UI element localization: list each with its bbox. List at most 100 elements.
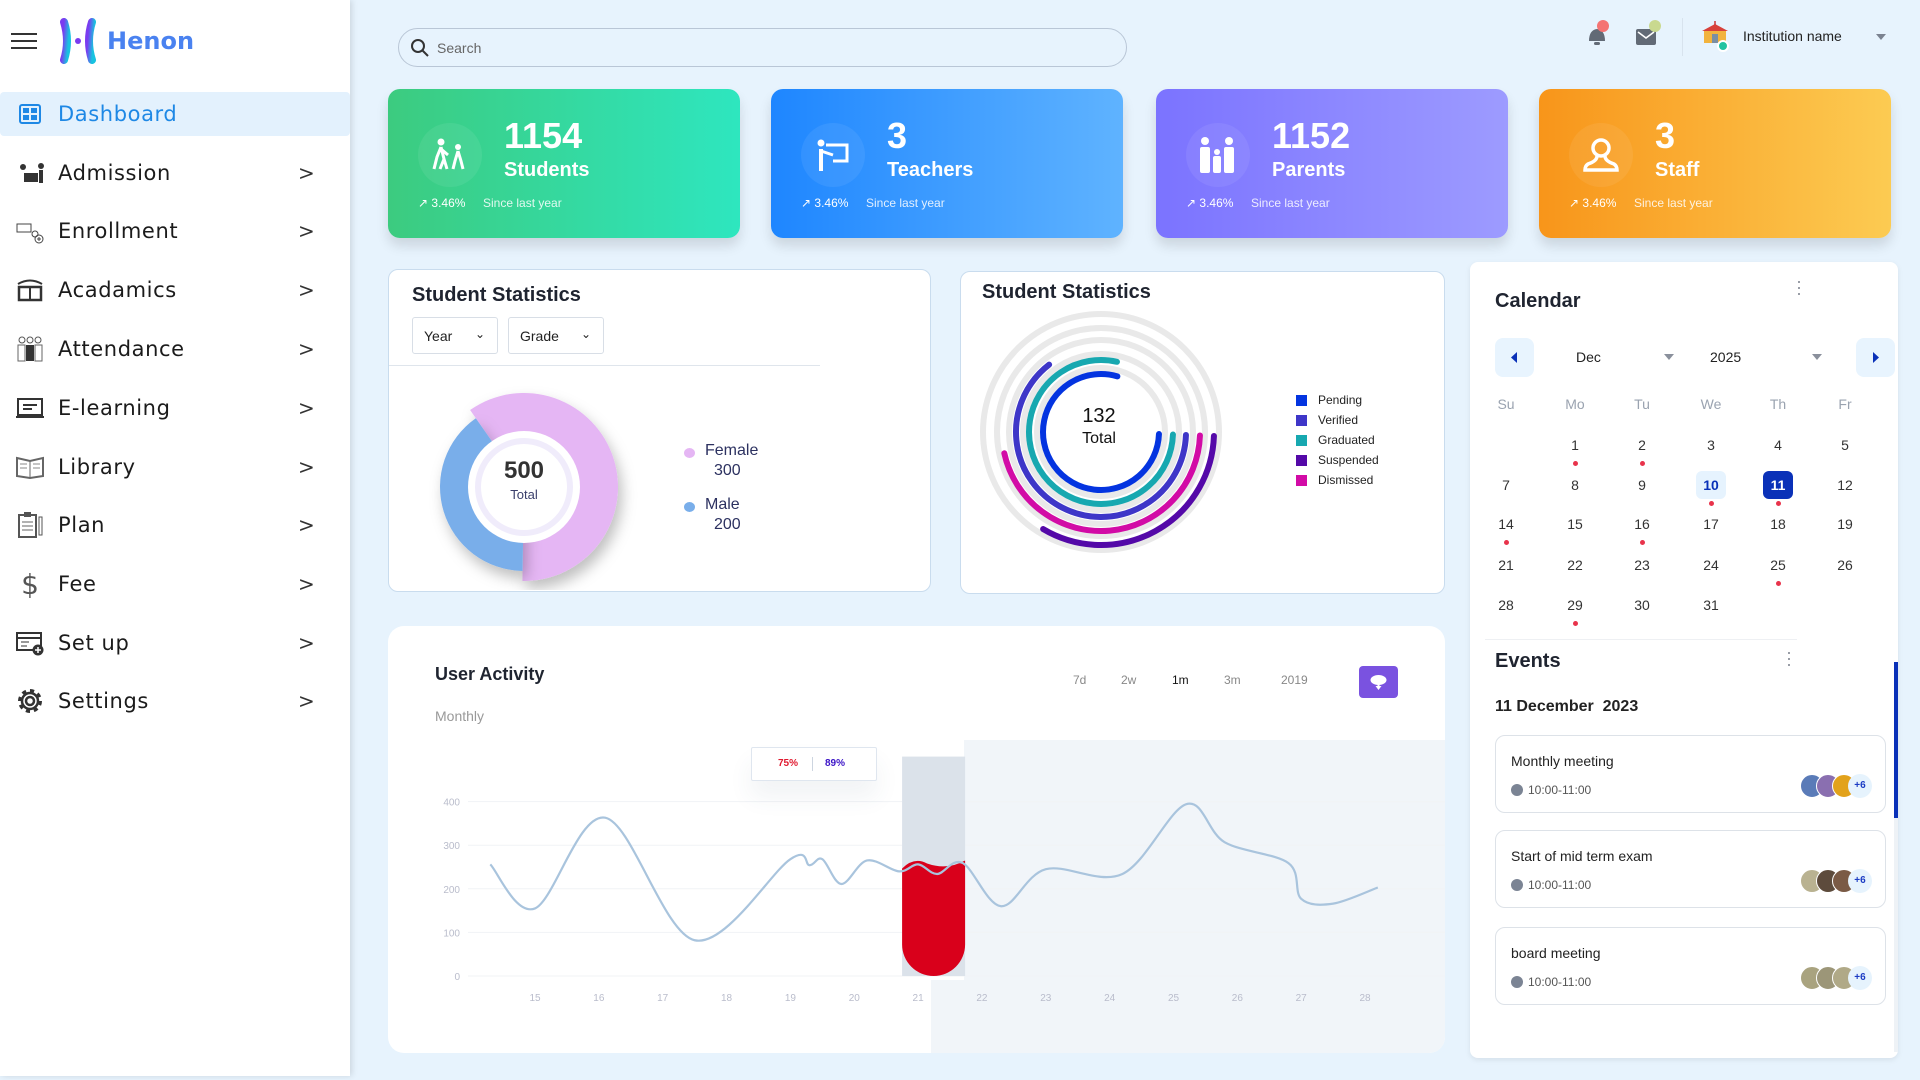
sidebar-item-admission[interactable]: Admission > <box>0 148 350 198</box>
calendar-day[interactable]: 3 <box>1707 437 1715 453</box>
search-input[interactable] <box>437 37 1097 59</box>
calendar-day[interactable]: 1 <box>1571 437 1579 453</box>
henon-logo-icon <box>60 18 96 64</box>
calendar-day[interactable]: 14 <box>1498 516 1514 532</box>
range-1m[interactable]: 1m <box>1172 673 1189 687</box>
calendar-day[interactable]: 25 <box>1770 557 1786 573</box>
ring-suspended[interactable] <box>1040 432 1217 548</box>
calendar-more-options-icon[interactable]: · · · <box>1796 271 1802 303</box>
activity-title: User Activity <box>435 664 545 684</box>
ring-pending[interactable] <box>1040 371 1162 493</box>
year-dropdown[interactable]: Year ⌄ <box>412 317 498 354</box>
grade-dropdown[interactable]: Grade ⌄ <box>508 317 604 354</box>
event-card[interactable]: Monthly meeting 10:00-11:00 +6 <box>1495 735 1886 813</box>
stat-value: 3 <box>887 115 908 156</box>
notifications-button[interactable] <box>1586 20 1612 48</box>
stat-since: Since last year <box>483 196 562 210</box>
calendar-day[interactable]: 11 <box>1763 471 1793 499</box>
event-card[interactable]: board meeting 10:00-11:00 +6 <box>1495 927 1886 1005</box>
event-time: 10:00-11:00 <box>1528 975 1592 989</box>
laptop-icon <box>14 392 46 424</box>
weekday-label: Tu <box>1634 396 1650 412</box>
calendar-day[interactable]: 18 <box>1770 516 1786 532</box>
legend-item-dismissed: Dismissed <box>1296 473 1416 491</box>
stat-card-staff[interactable]: 3 Staff ↗ 3.46% Since last year <box>1539 89 1891 238</box>
calendar-day[interactable]: 22 <box>1567 557 1583 573</box>
calendar-day[interactable]: 19 <box>1837 516 1853 532</box>
weekday-label: Su <box>1497 396 1515 412</box>
y-tick-label: 400 <box>443 798 460 809</box>
legend-swatch <box>1296 415 1307 426</box>
calendar-day[interactable]: 12 <box>1837 477 1853 493</box>
calendar-day[interactable]: 26 <box>1837 557 1853 573</box>
stat-card-teachers[interactable]: 3 Teachers ↗ 3.46% Since last year <box>771 89 1123 238</box>
messages-button[interactable] <box>1636 20 1664 48</box>
calendar-day[interactable]: 9 <box>1638 477 1646 493</box>
legend-label: Pending <box>1318 393 1363 407</box>
ring-graduated[interactable] <box>1026 357 1176 507</box>
year-select[interactable]: 2025 <box>1710 338 1830 377</box>
stat-change: ↗ 3.46% <box>1569 196 1617 210</box>
stat-since: Since last year <box>1251 196 1330 210</box>
search-bar[interactable] <box>398 28 1127 67</box>
x-tick-label: 22 <box>976 993 988 1004</box>
calendar-day[interactable]: 23 <box>1634 557 1650 573</box>
calendar-day[interactable]: 10 <box>1696 471 1726 499</box>
chevron-right-icon: > <box>298 337 315 361</box>
x-tick-label: 16 <box>593 993 605 1004</box>
previous-month-button[interactable] <box>1495 338 1534 377</box>
calendar-day[interactable]: 7 <box>1502 477 1510 493</box>
scrollbar-thumb[interactable] <box>1894 662 1898 818</box>
calendar-day[interactable]: 4 <box>1774 437 1782 453</box>
month-select[interactable]: Dec <box>1558 338 1678 377</box>
hamburger-menu-icon[interactable] <box>11 31 37 51</box>
range-7d[interactable]: 7d <box>1073 673 1087 687</box>
x-tick-label: 15 <box>529 993 541 1004</box>
events-more-options-icon[interactable]: · · · <box>1786 642 1792 674</box>
next-month-button[interactable] <box>1856 338 1895 377</box>
sidebar-item-acadamics[interactable]: Acadamics > <box>0 265 350 315</box>
range-3m[interactable]: 3m <box>1224 673 1241 687</box>
sidebar-item-library[interactable]: Library > <box>0 442 350 492</box>
highlight-bar[interactable] <box>902 860 966 976</box>
stat-value: 1152 <box>1272 115 1351 156</box>
sidebar-item-set-up[interactable]: Set up > <box>0 618 350 668</box>
event-card[interactable]: Start of mid term exam 10:00-11:00 +6 <box>1495 830 1886 908</box>
sidebar-item-e-learning[interactable]: E-learning > <box>0 383 350 433</box>
calendar-day[interactable]: 15 <box>1567 516 1583 532</box>
stat-card-parents[interactable]: 1152 Parents ↗ 3.46% Since last year <box>1156 89 1508 238</box>
calendar-day[interactable]: 8 <box>1571 477 1579 493</box>
calendar-day[interactable]: 16 <box>1634 516 1650 532</box>
gender-donut-chart <box>439 393 618 581</box>
stat-card-students[interactable]: 1154 Students ↗ 3.46% Since last year <box>388 89 740 238</box>
sidebar-item-label: Settings <box>58 689 149 713</box>
calendar-day[interactable]: 30 <box>1634 597 1650 613</box>
institution-name: Institution name <box>1743 28 1842 44</box>
events-scrollbar[interactable] <box>1894 662 1898 1052</box>
calendar-day[interactable]: 31 <box>1703 597 1719 613</box>
event-title: Monthly meeting <box>1511 753 1614 769</box>
stat-label: Parents <box>1272 159 1346 181</box>
calendar-day[interactable]: 21 <box>1498 557 1514 573</box>
ring-dismissed[interactable] <box>1001 432 1203 534</box>
ring-verified[interactable] <box>1013 361 1189 520</box>
sidebar-item-settings[interactable]: Settings > <box>0 676 350 726</box>
range-2w[interactable]: 2w <box>1121 673 1137 687</box>
sidebar-item-enrollment[interactable]: Enrollment > <box>0 206 350 256</box>
calendar-day[interactable]: 17 <box>1703 516 1719 532</box>
tooltip-value-b: 89% <box>825 758 846 769</box>
calendar-day[interactable]: 2 <box>1638 437 1646 453</box>
range-2019[interactable]: 2019 <box>1281 673 1308 687</box>
x-tick-label: 20 <box>849 993 861 1004</box>
sidebar-item-fee[interactable]: $ Fee > <box>0 559 350 609</box>
y-tick-label: 200 <box>443 885 460 896</box>
download-button[interactable] <box>1359 666 1398 698</box>
calendar-day[interactable]: 5 <box>1841 437 1849 453</box>
sidebar-item-attendance[interactable]: Attendance > <box>0 324 350 374</box>
institution-switcher[interactable]: Institution name <box>1700 18 1892 58</box>
calendar-day[interactable]: 24 <box>1703 557 1719 573</box>
calendar-day[interactable]: 28 <box>1498 597 1514 613</box>
calendar-day[interactable]: 29 <box>1567 597 1583 613</box>
sidebar-item-plan[interactable]: Plan > <box>0 500 350 550</box>
sidebar-item-dashboard[interactable]: Dashboard <box>0 92 350 136</box>
